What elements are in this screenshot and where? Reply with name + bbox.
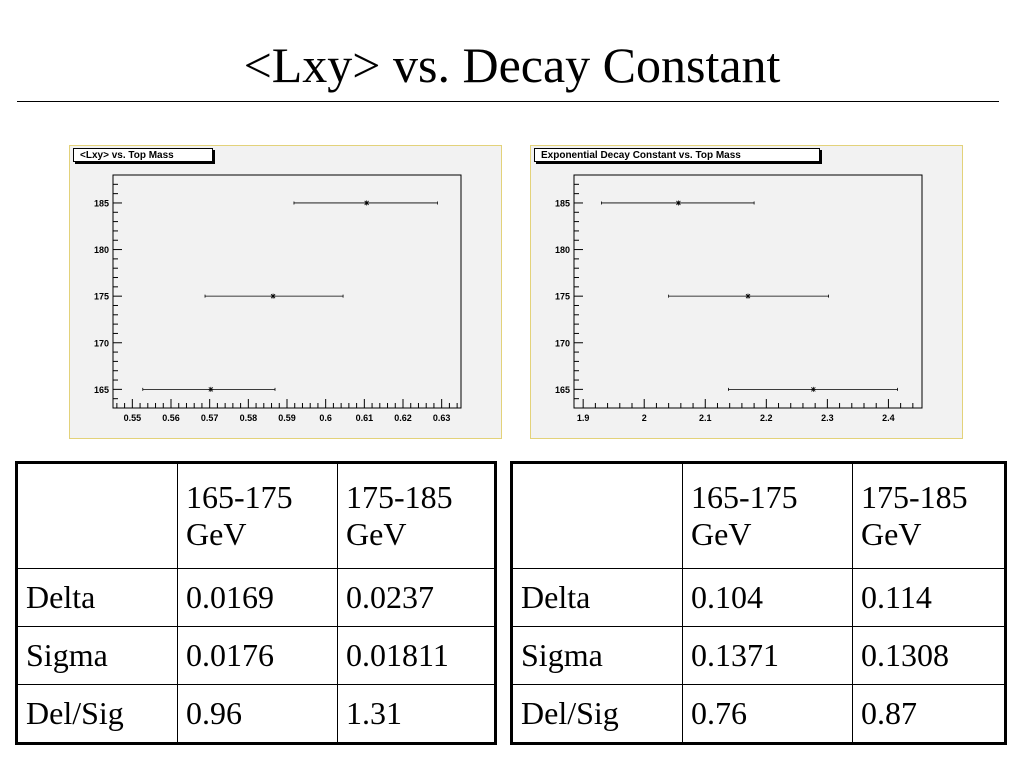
row-label: Delta	[511, 568, 683, 627]
table-cell: 0.87	[852, 684, 1006, 744]
data-point-marker	[270, 293, 276, 299]
table-cell: 0.76	[682, 684, 853, 744]
table-header-row: 165-175 GeV 175-185 GeV	[16, 462, 496, 569]
plot-area	[573, 174, 923, 409]
y-tick-label: 180	[555, 245, 570, 255]
x-tick-label: 0.59	[278, 413, 296, 423]
data-point-marker	[364, 200, 369, 206]
table-cell: 0.1308	[852, 626, 1006, 685]
table-row: Sigma 0.0176 0.01811	[16, 626, 496, 685]
lxy-plot-title: <Lxy> vs. Top Mass	[73, 148, 213, 162]
x-tick-label: 2.2	[760, 413, 773, 423]
x-tick-label: 0.62	[394, 413, 412, 423]
table-header-row: 165-175 GeV 175-185 GeV	[511, 462, 1006, 569]
header-cell: 165-175 GeV	[177, 462, 338, 569]
slide-title: <Lxy> vs. Decay Constant	[243, 37, 781, 93]
row-label: Del/Sig	[16, 684, 178, 744]
decay-plot-title: Exponential Decay Constant vs. Top Mass	[534, 148, 820, 162]
data-point	[745, 293, 751, 299]
data-point	[810, 386, 816, 392]
table-cell: 0.1371	[682, 626, 853, 685]
header-cell	[511, 462, 683, 569]
x-tick-label: 0.57	[201, 413, 219, 423]
row-label: Sigma	[16, 626, 178, 685]
table-row: Delta 0.104 0.114	[511, 568, 1006, 627]
data-point	[364, 200, 370, 206]
table-cell: 0.01811	[337, 626, 496, 685]
header-cell: 175-185 GeV	[337, 462, 496, 569]
lxy-plot-svg: 165 170 175 180 185 0.55 0.56 0.57 0.58 0.59 0.6 0.…	[94, 174, 462, 423]
y-tick-label: 165	[94, 385, 109, 395]
x-tick-label: 0.58	[240, 413, 258, 423]
table-cell: 0.96	[177, 684, 338, 744]
x-tick-label: 2.4	[882, 413, 895, 423]
data-point-marker	[676, 200, 681, 206]
row-label: Del/Sig	[511, 684, 683, 744]
table-row: Sigma 0.1371 0.1308	[511, 626, 1006, 685]
y-tick-label: 175	[555, 292, 570, 302]
y-tick-label: 185	[555, 198, 570, 208]
data-point	[270, 293, 276, 299]
x-tick-label: 0.56	[162, 413, 180, 423]
data-point	[675, 200, 681, 206]
y-tick-label: 175	[94, 292, 109, 302]
row-label: Sigma	[511, 626, 683, 685]
y-tick-label: 170	[94, 338, 109, 348]
data-point-marker	[208, 387, 214, 392]
data-point-marker	[811, 387, 816, 392]
table-cell: 0.0169	[177, 568, 338, 627]
data-point-marker	[745, 293, 751, 299]
table-cell: 0.0237	[337, 568, 496, 627]
data-point	[208, 386, 214, 392]
plot-area	[112, 174, 462, 409]
table-row: Del/Sig 0.96 1.31	[16, 684, 496, 744]
title-divider	[17, 101, 999, 102]
decay-constant-vs-top-mass-plot: 165 170 175 180 185 1.9 2 2.1 2.2 2.3 2.4 Exponent…	[530, 145, 963, 439]
decay-plot-svg: 165 170 175 180 185 1.9 2 2.1 2.2 2.3 2.4	[555, 174, 923, 423]
y-tick-label: 180	[94, 245, 109, 255]
x-tick-label: 2.1	[699, 413, 712, 423]
x-tick-label: 0.55	[124, 413, 142, 423]
x-tick-label: 0.6	[319, 413, 332, 423]
table-cell: 0.0176	[177, 626, 338, 685]
x-tick-label: 1.9	[577, 413, 590, 423]
table-cell: 0.104	[682, 568, 853, 627]
table-cell: 1.31	[337, 684, 496, 744]
table-row: Del/Sig 0.76 0.87	[511, 684, 1006, 744]
x-tick-label: 0.61	[356, 413, 374, 423]
x-tick-label: 0.63	[433, 413, 451, 423]
table-row: Delta 0.0169 0.0237	[16, 568, 496, 627]
x-tick-label: 2	[642, 413, 647, 423]
x-tick-label: 2.3	[821, 413, 834, 423]
table-cell: 0.114	[852, 568, 1006, 627]
row-label: Delta	[16, 568, 178, 627]
header-cell: 175-185 GeV	[852, 462, 1006, 569]
y-tick-label: 165	[555, 385, 570, 395]
lxy-results-table: 165-175 GeV 175-185 GeV Delta 0.0169 0.0…	[15, 461, 497, 745]
y-tick-label: 185	[94, 198, 109, 208]
lxy-vs-top-mass-plot: 165 170 175 180 185 0.55 0.56 0.57 0.58 0.59 0.6 0.…	[69, 145, 502, 439]
decay-results-table: 165-175 GeV 175-185 GeV Delta 0.104 0.11…	[510, 461, 1007, 745]
header-cell: 165-175 GeV	[682, 462, 853, 569]
y-tick-label: 170	[555, 338, 570, 348]
header-cell	[16, 462, 178, 569]
